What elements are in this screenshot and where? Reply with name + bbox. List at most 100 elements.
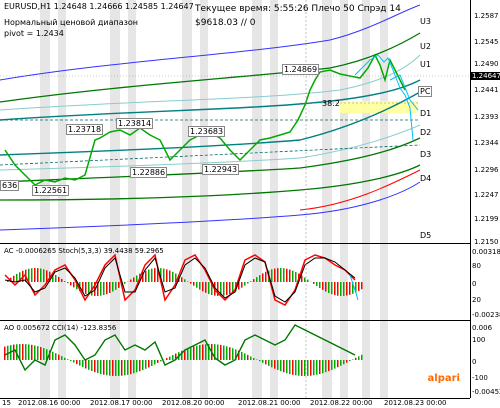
ao-bar <box>103 360 105 375</box>
ao-bar <box>208 344 210 360</box>
ac-bar <box>244 282 246 286</box>
ao-bar <box>130 360 132 375</box>
symbol-line: EURUSD,H1 1.24648 1.24666 1.24585 1.2464… <box>4 2 194 11</box>
ao-bar <box>292 360 294 375</box>
ao-bar <box>238 350 240 360</box>
price-tick: 1.2587 <box>474 12 499 20</box>
price-axis-border <box>470 0 471 398</box>
forecast-lines <box>354 54 419 141</box>
ac-bar <box>172 271 174 282</box>
ao-bar <box>94 360 96 373</box>
ao-bar <box>226 346 228 360</box>
ao-bar <box>358 356 360 360</box>
stoch-axis-80: 80 <box>472 262 481 270</box>
ao-bar <box>277 360 279 371</box>
ao-bar <box>247 354 249 360</box>
level-d4: D4 <box>420 174 432 183</box>
ac-bar <box>229 282 231 294</box>
alpari-logo: alpari <box>427 373 460 384</box>
ac-histogram <box>7 268 363 296</box>
ao-bar <box>295 360 297 376</box>
ac-bar <box>70 282 72 286</box>
ac-bar <box>280 268 282 282</box>
range-title: Нормальный ценовой диапазон <box>4 18 139 27</box>
ac-bar <box>208 282 210 295</box>
ac-bar <box>193 282 195 286</box>
ao-bar <box>271 360 273 368</box>
ac-bar <box>199 282 201 290</box>
ao-bar <box>166 358 168 360</box>
ac-bar <box>346 282 348 296</box>
time-tick: 2012.08.23 00:00 <box>384 399 447 407</box>
ao-bar <box>319 360 321 375</box>
ao-bar <box>346 360 348 363</box>
ac-bar <box>220 282 222 296</box>
price-label-low: 1.22561 <box>32 185 70 196</box>
ao-bar <box>76 360 78 365</box>
ao-bar <box>217 344 219 360</box>
ao-bar <box>55 353 57 360</box>
ac-bar <box>334 282 336 296</box>
ac-bar <box>184 279 186 282</box>
ao-bar <box>4 346 6 360</box>
ac-bar <box>217 282 219 296</box>
ac-axis-zero: 0 <box>472 280 477 288</box>
ac-bar <box>52 273 54 282</box>
price-series <box>4 53 406 186</box>
ao-bar <box>355 357 357 360</box>
price-label-5: 1.22943 <box>202 164 240 175</box>
ac-bar <box>100 282 102 296</box>
ao-bar <box>148 360 150 368</box>
ac-bar <box>295 272 297 282</box>
ac-bar <box>259 275 261 282</box>
ac-bar <box>64 281 66 282</box>
ao-bar <box>34 345 36 360</box>
price-tick: 1.2393 <box>474 113 499 121</box>
ao-bar <box>289 360 291 375</box>
ac-bar <box>337 282 339 296</box>
ao-bar <box>241 351 243 360</box>
price-tick: 1.2441 <box>474 86 499 94</box>
ao-bar <box>160 360 162 362</box>
level-d1: D1 <box>420 109 432 118</box>
fib-label: 38.2 <box>322 99 340 108</box>
support-zone <box>340 101 418 113</box>
ac-bar <box>55 274 57 282</box>
ao-bar <box>13 344 15 360</box>
ac-bar <box>106 282 108 295</box>
ao-bar <box>88 360 90 370</box>
ac-bar <box>163 268 165 282</box>
ao-bar <box>40 347 42 360</box>
ac-bar <box>46 270 48 282</box>
ac-bar <box>313 282 315 284</box>
price-tick: 1.2296 <box>474 166 499 174</box>
ao-bar <box>202 344 204 360</box>
ao-bar <box>331 360 333 370</box>
price-tick: 1.2545 <box>474 38 499 46</box>
price-tick: 1.2490 <box>474 60 499 68</box>
ao-bar <box>235 349 237 360</box>
ac-bar <box>40 268 42 282</box>
ac-bar <box>112 282 114 292</box>
ao-axis-zero: 0 <box>472 358 477 366</box>
ac-bar <box>202 282 204 292</box>
ac-bar <box>241 282 243 288</box>
price-tick: 1.2344 <box>474 139 499 147</box>
ac-bar <box>190 282 192 284</box>
ao-bar <box>133 360 135 374</box>
ac-bar <box>58 276 60 282</box>
ao-bar <box>301 360 303 376</box>
balance-info: $9618.03 // 0 <box>195 18 256 28</box>
ao-bar <box>97 360 99 374</box>
time-info: Текущее время: 5:55:26 Плечо 50 Спрэд 14 <box>195 4 401 14</box>
ao-bar <box>181 350 183 360</box>
ao-bar <box>61 356 63 360</box>
time-tick: 2012.08.20 00:00 <box>162 399 225 407</box>
ao-bar <box>265 360 267 365</box>
ac-bar <box>355 282 357 293</box>
ac-bar <box>94 282 96 296</box>
ao-bar <box>124 360 126 376</box>
ac-bar <box>223 282 225 296</box>
ac-bar <box>124 282 126 284</box>
